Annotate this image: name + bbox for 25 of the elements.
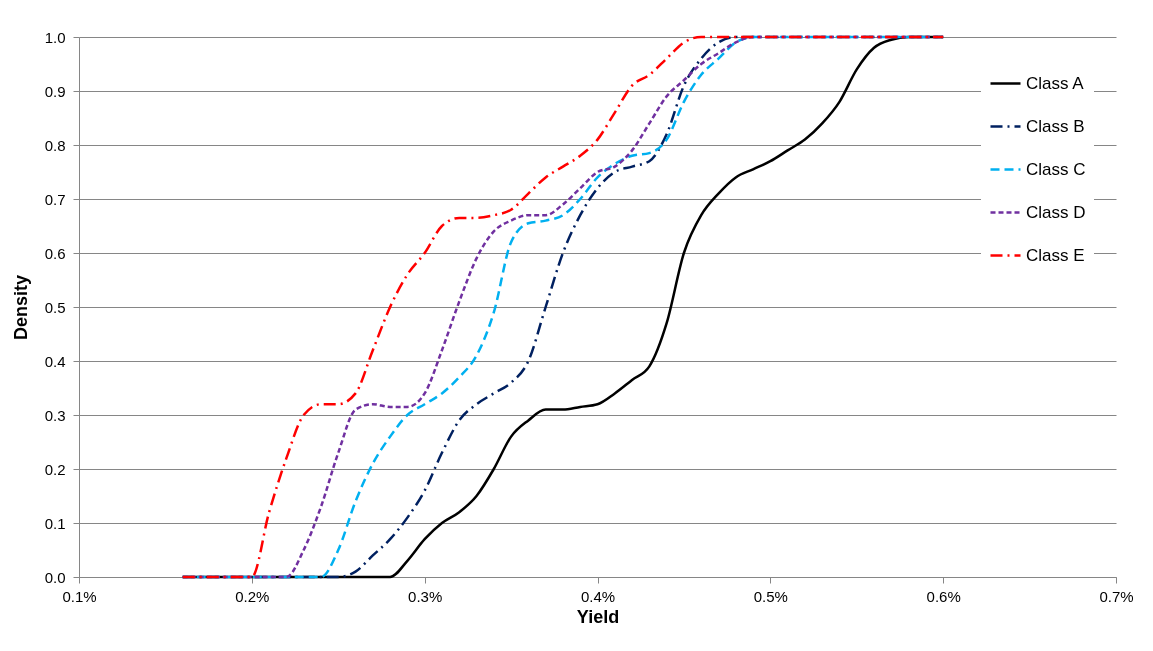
x-tick-label: 0.5%	[753, 587, 788, 605]
y-tick-label: 0.8	[44, 136, 66, 154]
x-tick-label: 0.2%	[235, 587, 270, 605]
legend-label: Class E	[1026, 245, 1085, 265]
y-tick-label: 1.0	[44, 28, 66, 46]
x-tick-label: 0.7%	[1099, 587, 1134, 605]
y-tick-label: 0.9	[44, 82, 66, 100]
x-axis-title: Yield	[576, 606, 620, 627]
y-tick-label: 0.1	[44, 514, 66, 532]
x-tick-label: 0.3%	[408, 587, 443, 605]
legend-label: Class B	[1026, 116, 1085, 136]
y-tick-label: 0.5	[44, 298, 66, 316]
y-tick-label: 0.3	[44, 406, 66, 424]
x-tick-label: 0.6%	[926, 587, 961, 605]
legend-label: Class D	[1026, 202, 1086, 222]
y-axis-title: Density	[10, 274, 31, 341]
x-tick-label: 0.1%	[62, 587, 97, 605]
y-tick-label: 0.0	[44, 568, 66, 586]
y-tick-label: 0.2	[44, 460, 66, 478]
y-tick-label: 0.7	[44, 190, 66, 208]
legend-label: Class C	[1026, 159, 1086, 179]
y-tick-label: 0.4	[44, 352, 66, 370]
legend-label: Class A	[1026, 73, 1085, 93]
x-tick-label: 0.4%	[580, 587, 616, 605]
y-tick-label: 0.6	[44, 244, 66, 262]
